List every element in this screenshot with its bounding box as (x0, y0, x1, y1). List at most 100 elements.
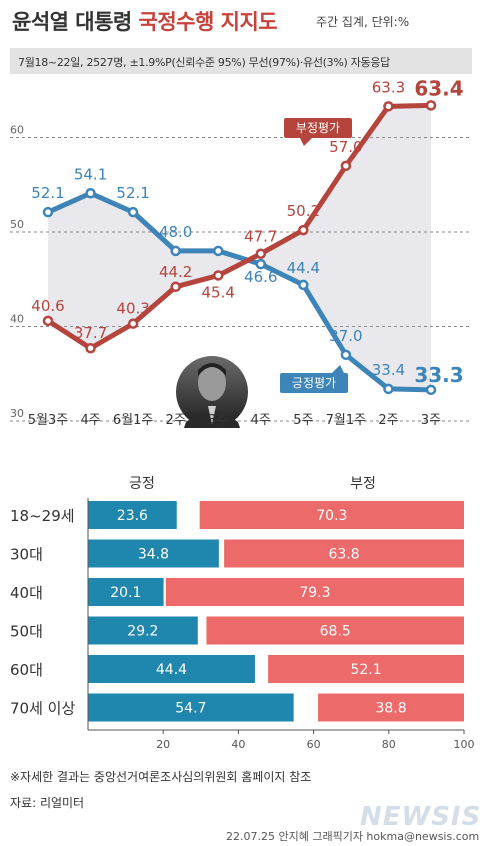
positive-series-line (45, 190, 434, 393)
category-label: 18~29세 (10, 507, 75, 525)
negative-point (127, 318, 139, 329)
category-label: 40대 (10, 584, 43, 602)
x-tick-label: 6월1주 (113, 413, 154, 428)
negative-value-label: 40.6 (31, 297, 64, 315)
positive-bar-label: 29.2 (127, 624, 158, 640)
footer-note: ※자세한 결과는 중앙선거여론조사심의위원회 홈페이지 참조 (10, 770, 312, 784)
legend-positive: 긍정 (129, 476, 155, 492)
positive-point (255, 258, 267, 270)
y-tick-label: 40 (10, 313, 24, 326)
positive-point (383, 383, 394, 395)
negative-point (340, 160, 352, 172)
gap-area (48, 105, 431, 390)
negative-bar (199, 501, 464, 529)
negative-point (212, 270, 224, 281)
positive-value-label: 44.4 (287, 259, 320, 277)
negative-bar (165, 578, 464, 606)
y-tick-label: 50 (10, 218, 24, 231)
negative-value-label: 63.4 (414, 76, 463, 100)
newsis-logo: NEWSIS (360, 802, 482, 832)
positive-bar-label: 34.8 (138, 547, 169, 563)
positive-bar-label: 54.7 (175, 701, 206, 717)
negative-point (170, 281, 181, 293)
negative-legend-label: 부정평가 (296, 121, 340, 135)
positive-bar (88, 501, 177, 529)
footer-source: 자료: 리얼미터 (10, 796, 85, 810)
positive-point (340, 349, 352, 361)
positive-bar (88, 693, 294, 722)
title-prefix: 윤석열 대통령 (12, 10, 139, 34)
x-tick-label: 40 (231, 738, 245, 750)
positive-value-label: 48.0 (159, 223, 192, 241)
positive-point (127, 206, 139, 218)
negative-legend-callout: 부정평가 (284, 118, 352, 146)
category-label: 60대 (10, 661, 43, 679)
footer-credit: 22.07.25 안지혜 그래픽기자 hokma@newsis.com (226, 830, 480, 843)
x-tick-label: 2주 (378, 413, 398, 428)
positive-value-label: 52.1 (116, 184, 149, 202)
negative-value-label: 63.3 (372, 78, 405, 96)
positive-point (212, 245, 224, 257)
x-tick-label: 3주 (421, 413, 441, 428)
x-tick-label: 4주 (251, 413, 271, 428)
positive-value-label: 54.1 (74, 165, 107, 183)
positive-bar-label: 44.4 (156, 662, 187, 678)
positive-value-label: 46.6 (244, 268, 277, 286)
positive-value-label: 33.4 (372, 361, 405, 379)
x-tick-label: 80 (382, 738, 396, 750)
positive-point (425, 384, 437, 396)
positive-point (42, 206, 54, 218)
positive-point (298, 279, 309, 291)
positive-bar-label: 20.1 (110, 585, 141, 601)
negative-bar (268, 655, 464, 683)
positive-bar (88, 578, 164, 606)
negative-bar-label: 63.8 (328, 547, 359, 563)
x-tick-label: 7월1주 (326, 413, 367, 428)
category-label: 30대 (10, 546, 43, 564)
positive-bar (88, 539, 219, 568)
positive-legend-callout: 긍정평가 (280, 365, 348, 393)
survey-info-text: 7월18~22일, 2527명, ±1.9%P(신뢰수준 95%) 무선(97%… (18, 56, 390, 69)
negative-value-label: 45.4 (202, 283, 235, 301)
line-chart: 30 40 50 60 52.1 54.1 52.1 48.0 46.6 44.4 37.0 33.… (10, 76, 472, 428)
header: 윤석열 대통령 국정수행 지지도 주간 집계, 단위:% (0, 0, 482, 40)
x-tick-label: 20 (156, 738, 170, 750)
positive-value-label: 37.0 (329, 327, 362, 345)
legend-negative: 부정 (350, 476, 376, 492)
negative-bar-label: 52.1 (350, 662, 381, 678)
negative-value-label: 44.2 (159, 263, 192, 281)
x-tick-label: 4주 (80, 413, 100, 428)
negative-bar-label: 79.3 (299, 585, 330, 601)
y-tick-label: 60 (10, 124, 24, 137)
positive-bar (88, 655, 255, 683)
negative-series-line (45, 102, 434, 351)
age-bar-chart: 긍정 부정 18~29세 23.6 70.3 30대 34.8 63.8 40대 20.1 79… (10, 476, 475, 750)
chart-title: 윤석열 대통령 국정수행 지지도 (12, 6, 278, 36)
x-tick-label: 2주 (166, 413, 186, 428)
negative-point (298, 224, 309, 236)
negative-bar-label: 68.5 (320, 624, 351, 640)
positive-point (170, 245, 181, 257)
negative-point (425, 100, 437, 111)
negative-value-label: 37.7 (74, 324, 107, 342)
positive-legend-label: 긍정평가 (292, 376, 336, 390)
negative-value-label: 50.2 (287, 202, 320, 220)
negative-point (255, 248, 267, 259)
x-tick-label: 60 (307, 738, 321, 750)
negative-point (85, 342, 96, 354)
x-tick-label: 5월3주 (28, 413, 69, 428)
x-tick-label: 100 (454, 738, 475, 750)
negative-bar-label: 70.3 (316, 508, 347, 524)
x-tick-label: 3주 (208, 413, 228, 428)
y-tick-label: 30 (10, 407, 24, 420)
negative-bar (224, 539, 464, 568)
positive-value-label: 33.3 (414, 363, 463, 387)
negative-point (42, 315, 54, 327)
survey-info-bar: 7월18~22일, 2527명, ±1.9%P(신뢰수준 95%) 무선(97%… (10, 48, 472, 74)
positive-bar-label: 23.6 (117, 508, 148, 524)
negative-point (383, 101, 394, 112)
category-label: 70세 이상 (10, 700, 75, 718)
positive-point (85, 188, 96, 199)
positive-bar (88, 616, 198, 645)
chart-subtitle: 주간 집계, 단위:% (316, 15, 410, 29)
